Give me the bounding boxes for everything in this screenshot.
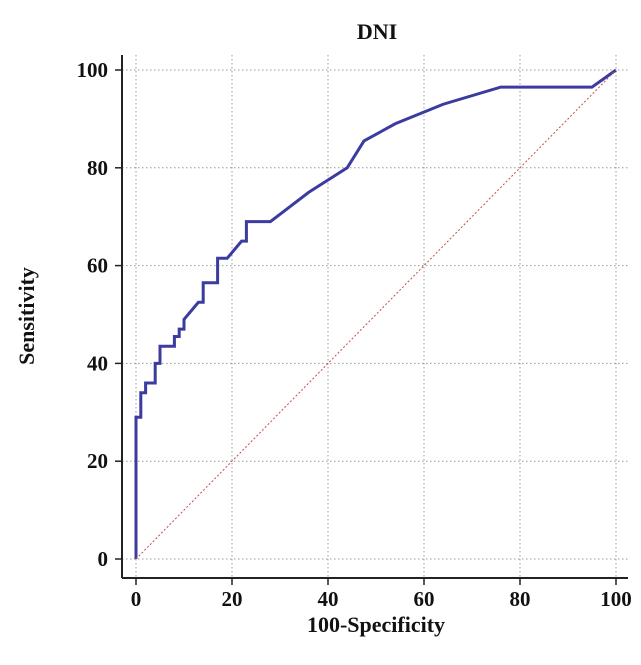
tick-labels: 0 20 40 60 80 100 0 20 40 60 80 100 (77, 58, 632, 611)
x-tick-label: 20 (222, 587, 243, 611)
series-layer (134, 68, 617, 560)
roc-curve (134, 68, 617, 559)
y-tick-label: 60 (87, 254, 108, 278)
x-tick-label: 0 (131, 587, 142, 611)
x-tick-label: 100 (600, 587, 632, 611)
grid-lines (122, 55, 628, 578)
y-axis-label: Sensitivity (14, 267, 39, 365)
y-tick-label: 20 (87, 449, 108, 473)
x-tick-label: 80 (510, 587, 531, 611)
axes (115, 55, 628, 585)
y-tick-label: 80 (87, 156, 108, 180)
reference-diagonal-line (135, 69, 617, 560)
x-tick-label: 60 (414, 587, 435, 611)
chart-title: DNI (357, 19, 397, 44)
x-axis-label: 100-Specificity (307, 612, 445, 637)
y-tick-label: 100 (77, 58, 109, 82)
x-tick-label: 40 (318, 587, 339, 611)
y-tick-label: 40 (87, 351, 108, 375)
y-tick-label: 0 (98, 547, 109, 571)
